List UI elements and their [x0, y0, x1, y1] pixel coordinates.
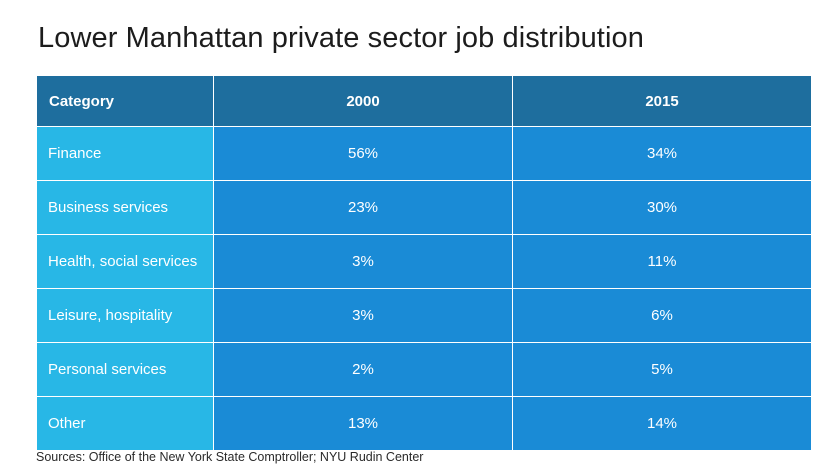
- category-cell: Leisure, hospitality: [36, 288, 214, 343]
- value-cell-2015: 34%: [512, 126, 812, 181]
- value-cell-2000: 23%: [213, 180, 513, 235]
- value-cell-2015: 6%: [512, 288, 812, 343]
- column-header-2015: 2015: [512, 75, 812, 127]
- column-header-category: Category: [36, 75, 214, 127]
- page-title: Lower Manhattan private sector job distr…: [38, 22, 644, 54]
- table-row: Leisure, hospitality 3% 6%: [36, 288, 812, 343]
- source-note: Sources: Office of the New York State Co…: [36, 450, 424, 464]
- table-row: Other 13% 14%: [36, 396, 812, 451]
- value-cell-2000: 3%: [213, 288, 513, 343]
- value-cell-2015: 5%: [512, 342, 812, 397]
- table-header-row: Category 2000 2015: [36, 75, 812, 127]
- value-cell-2015: 14%: [512, 396, 812, 451]
- table-row: Business services 23% 30%: [36, 180, 812, 235]
- column-header-2000: 2000: [213, 75, 513, 127]
- table-row: Health, social services 3% 11%: [36, 234, 812, 289]
- value-cell-2000: 13%: [213, 396, 513, 451]
- data-table-container: Category 2000 2015 Finance 56% 34% Busin…: [36, 75, 812, 451]
- category-cell: Finance: [36, 126, 214, 181]
- job-distribution-table: Category 2000 2015 Finance 56% 34% Busin…: [36, 75, 812, 451]
- table-row: Personal services 2% 5%: [36, 342, 812, 397]
- value-cell-2015: 30%: [512, 180, 812, 235]
- category-cell: Other: [36, 396, 214, 451]
- value-cell-2000: 3%: [213, 234, 513, 289]
- value-cell-2000: 2%: [213, 342, 513, 397]
- category-cell: Business services: [36, 180, 214, 235]
- table-row: Finance 56% 34%: [36, 126, 812, 181]
- value-cell-2000: 56%: [213, 126, 513, 181]
- category-cell: Personal services: [36, 342, 214, 397]
- category-cell: Health, social services: [36, 234, 214, 289]
- value-cell-2015: 11%: [512, 234, 812, 289]
